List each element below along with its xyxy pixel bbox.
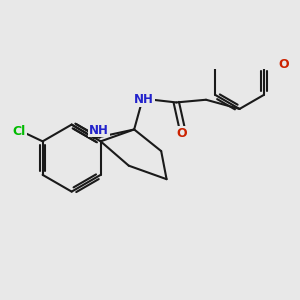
Text: O: O	[278, 58, 289, 70]
Text: NH: NH	[89, 124, 109, 136]
Text: NH: NH	[134, 93, 154, 106]
Text: O: O	[176, 127, 187, 140]
Text: Cl: Cl	[13, 125, 26, 138]
